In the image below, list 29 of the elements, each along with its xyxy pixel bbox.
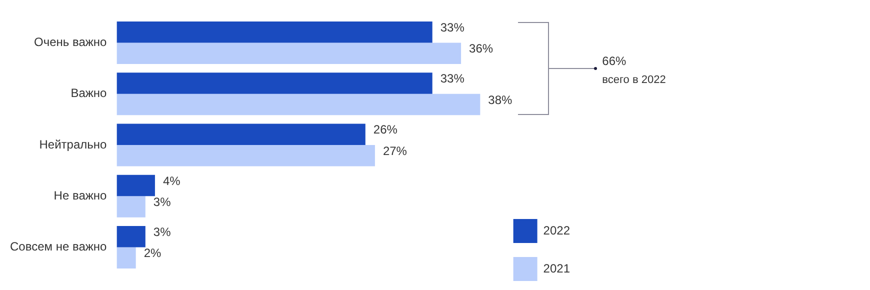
bar xyxy=(116,124,366,145)
data-label: 33% xyxy=(440,20,465,34)
text: 66% xyxy=(602,53,628,70)
bar xyxy=(116,145,375,166)
data-label: 3% xyxy=(153,224,172,239)
bar xyxy=(116,196,146,218)
bar xyxy=(116,42,462,64)
y-tick-label: Важно xyxy=(70,86,108,100)
data-label: 36% xyxy=(469,42,494,56)
bar xyxy=(116,174,155,196)
y-tick-label: Не важно xyxy=(54,188,108,202)
bar xyxy=(116,72,432,94)
y-tick-label: Очень важно xyxy=(34,35,108,50)
data-label: 38% xyxy=(488,92,513,107)
data-label: 3% xyxy=(153,195,172,210)
text: всего в 2022 xyxy=(602,73,666,88)
bar xyxy=(116,22,432,43)
data-label: 4% xyxy=(162,174,181,188)
data-label: 33% xyxy=(440,72,465,86)
data-label: 27% xyxy=(382,144,408,158)
legend-label: 2022 xyxy=(543,223,570,238)
data-label: 2% xyxy=(144,246,162,260)
y-tick-label: Нейтрально xyxy=(39,137,108,152)
data-label: 26% xyxy=(373,122,398,137)
bar xyxy=(116,94,480,116)
legend-label: 2021 xyxy=(543,261,570,276)
bar xyxy=(116,226,146,248)
y-tick-label: Совсем не важно xyxy=(10,240,108,254)
bar xyxy=(116,247,136,268)
